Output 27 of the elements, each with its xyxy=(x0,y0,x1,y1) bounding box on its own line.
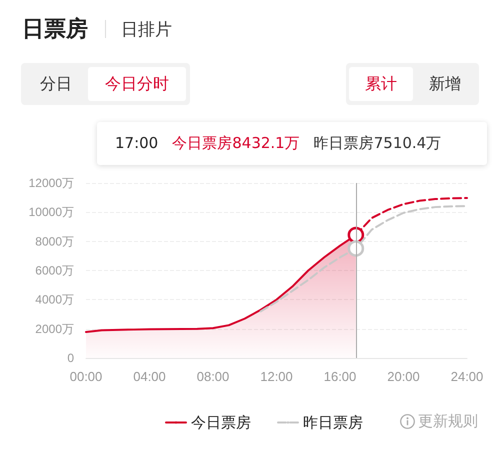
x-tick-label: 04:00 xyxy=(133,369,166,384)
text: 今日分时 xyxy=(88,67,186,101)
y-tick-label: 0 xyxy=(67,351,74,365)
y-tick-label: 4000万 xyxy=(35,292,74,307)
x-tick-label: 20:00 xyxy=(387,369,420,384)
y-tick-label: 8000万 xyxy=(35,234,74,248)
text: 更新规则 xyxy=(418,412,478,431)
text: 累计 xyxy=(349,67,413,101)
x-tick-label: 08:00 xyxy=(196,369,230,384)
text: 日排片 xyxy=(121,19,172,41)
chart-title: 日票房 xyxy=(22,16,88,44)
legend-label: 昨日票房 xyxy=(303,414,363,432)
text: 新增 xyxy=(428,73,462,95)
y-tick-label: 2000万 xyxy=(35,322,74,336)
text: 分日 xyxy=(39,73,73,95)
legend-label: 今日票房 xyxy=(191,414,251,432)
x-tick-label: 00:00 xyxy=(70,369,102,384)
text: 今日票房8432.1万 xyxy=(172,134,300,152)
x-tick-label: 16:00 xyxy=(324,369,356,384)
x-tick-label: 24:00 xyxy=(450,369,484,384)
line-series xyxy=(260,205,468,312)
x-tick-label: 12:00 xyxy=(260,369,293,384)
y-tick-label: 10000万 xyxy=(28,205,74,220)
text: 昨日票房7510.4万 xyxy=(314,134,442,152)
y-tick-label: 6000万 xyxy=(35,264,74,278)
y-tick-label: 12000万 xyxy=(28,176,74,190)
text: 17:00 xyxy=(115,134,158,152)
